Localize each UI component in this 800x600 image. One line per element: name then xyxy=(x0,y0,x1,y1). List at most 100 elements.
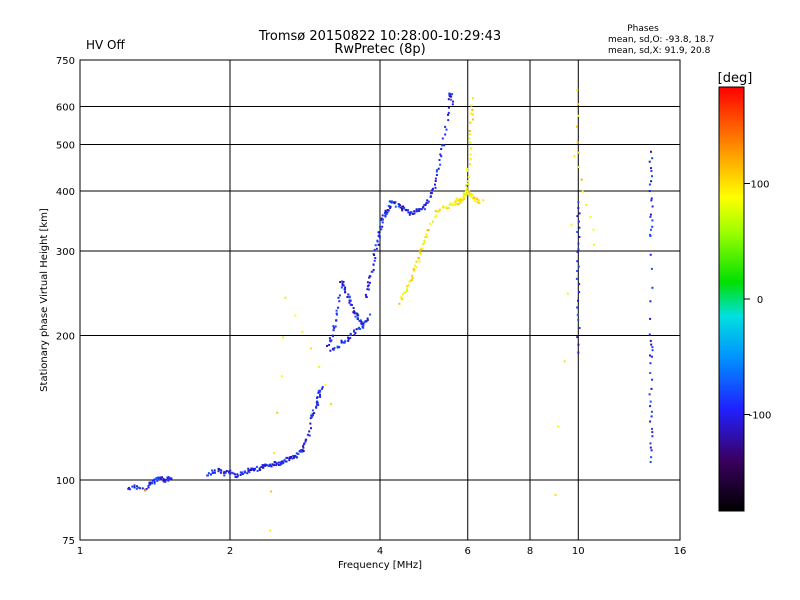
chart-title: Tromsø 20150822 10:28:00-10:29:43 xyxy=(258,29,501,44)
data-point xyxy=(342,281,345,283)
data-point xyxy=(369,313,372,316)
data-point xyxy=(651,378,654,381)
data-point xyxy=(374,244,377,247)
data-point xyxy=(649,446,652,449)
data-point xyxy=(387,209,390,212)
data-point xyxy=(153,481,156,483)
data-point xyxy=(286,456,289,459)
data-point xyxy=(372,268,375,271)
data-point xyxy=(469,157,472,160)
data-point xyxy=(401,293,404,296)
data-point xyxy=(413,270,416,273)
data-point xyxy=(248,471,251,474)
data-point xyxy=(575,125,578,128)
phase-stats-o: mean, sd,O: -93.8, 18.7 xyxy=(608,35,714,45)
data-point xyxy=(329,349,332,352)
phase-stats-heading: Phases xyxy=(627,24,659,34)
data-point xyxy=(277,464,280,466)
data-point xyxy=(650,410,653,413)
data-point xyxy=(578,212,581,215)
data-point xyxy=(397,203,400,205)
data-point xyxy=(135,487,138,490)
data-point xyxy=(147,486,150,489)
x-tick-label: 10 xyxy=(572,546,585,557)
data-point xyxy=(246,472,249,475)
data-point xyxy=(468,137,471,140)
data-point xyxy=(427,200,430,203)
data-point xyxy=(435,174,438,176)
data-point xyxy=(452,202,455,205)
data-point xyxy=(423,239,426,242)
data-point xyxy=(650,228,652,231)
data-point xyxy=(578,327,581,329)
data-point xyxy=(353,334,356,336)
data-point xyxy=(460,200,463,203)
data-point xyxy=(310,427,312,430)
data-point xyxy=(219,468,222,471)
data-point xyxy=(439,208,441,211)
data-point xyxy=(337,296,340,299)
data-point xyxy=(469,121,472,124)
data-point xyxy=(228,470,231,473)
data-point xyxy=(359,328,362,330)
data-point xyxy=(470,104,473,107)
data-point xyxy=(261,464,264,467)
data-point xyxy=(451,103,454,106)
data-point xyxy=(442,205,444,208)
data-point xyxy=(651,349,654,352)
data-point xyxy=(576,89,579,92)
data-point xyxy=(421,247,424,250)
data-point xyxy=(262,466,265,469)
data-point xyxy=(577,248,580,251)
data-point xyxy=(273,452,275,454)
data-point xyxy=(267,465,270,467)
data-point xyxy=(349,299,352,302)
data-point xyxy=(578,291,581,294)
data-point xyxy=(349,303,352,306)
data-point xyxy=(411,213,414,215)
data-point xyxy=(366,317,369,320)
data-point xyxy=(648,333,651,336)
data-point xyxy=(466,170,469,172)
data-point xyxy=(210,473,212,476)
data-point xyxy=(358,326,360,329)
data-point xyxy=(340,286,343,289)
data-point xyxy=(450,98,453,101)
data-point xyxy=(441,144,444,147)
data-point xyxy=(133,484,136,487)
data-point xyxy=(341,284,344,287)
data-point xyxy=(362,326,365,329)
data-point xyxy=(364,293,367,296)
data-point xyxy=(397,205,400,208)
data-point xyxy=(234,473,236,476)
y-tick-label: 200 xyxy=(56,332,75,343)
data-point xyxy=(319,393,321,396)
data-point xyxy=(168,478,171,481)
data-point xyxy=(577,265,580,268)
data-point xyxy=(256,470,259,472)
data-point xyxy=(291,457,294,460)
data-point xyxy=(283,458,286,461)
data-point xyxy=(649,372,652,374)
data-point xyxy=(387,204,390,207)
data-point xyxy=(344,340,347,343)
data-point xyxy=(413,212,416,215)
data-point xyxy=(443,144,446,147)
data-point xyxy=(333,326,336,329)
data-point xyxy=(649,400,652,403)
data-point xyxy=(247,467,250,470)
data-point xyxy=(292,455,295,457)
data-point xyxy=(260,466,263,468)
data-point xyxy=(439,163,442,166)
data-point xyxy=(128,488,131,491)
data-point xyxy=(445,128,448,131)
data-point xyxy=(153,482,156,485)
data-point xyxy=(328,344,331,346)
data-point xyxy=(577,343,580,346)
data-point xyxy=(577,151,580,154)
data-point xyxy=(580,178,583,181)
data-point xyxy=(218,468,220,471)
data-point xyxy=(466,192,469,195)
y-tick-label: 600 xyxy=(56,103,75,114)
data-point xyxy=(131,485,134,488)
